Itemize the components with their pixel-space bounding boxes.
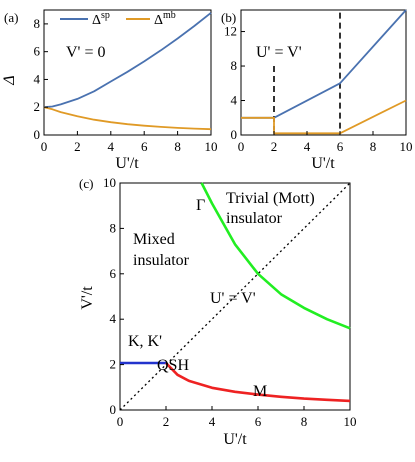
x-tick-label: 0 [238, 139, 245, 154]
x-tick-label: 6 [255, 414, 262, 429]
y-tick-label: 0 [110, 402, 117, 417]
legend-sp-base: Δ [92, 13, 101, 28]
y-tick-label: 0 [34, 127, 41, 142]
curve-label-m: M [253, 383, 267, 400]
y-tick-label: 6 [34, 44, 41, 59]
legend-label-sp: Δsp [92, 10, 110, 28]
panel-b: 0 2 4 6 8 10 0 4 8 12 (b) U'/t U' = V' [221, 9, 413, 172]
x-tick-label: 10 [344, 414, 357, 429]
y-tick-label: 8 [231, 58, 238, 73]
y-tick-label: 4 [110, 311, 117, 326]
panel-c-ticks: 0 2 4 6 8 10 0 2 4 6 8 10 [103, 175, 357, 429]
panel-a-ticks: 0 2 4 6 8 10 0 2 4 6 8 [34, 16, 218, 154]
panel-c: 0 2 4 6 8 10 0 2 4 6 8 10 (c) V'/t U'/t Mixed insul… [79, 175, 357, 448]
x-tick-label: 8 [370, 139, 377, 154]
series-line-1-0 [241, 9, 407, 119]
panel-b-series [241, 9, 407, 135]
series-line-0-0 [43, 12, 212, 109]
y-tick-label: 6 [110, 266, 117, 281]
legend-sp-sup: sp [101, 10, 110, 21]
x-tick-label: 4 [304, 139, 311, 154]
panel-a-xlabel: U'/t [115, 155, 139, 172]
y-tick-label: 8 [110, 220, 117, 235]
x-tick-label: 4 [209, 414, 216, 429]
y-tick-label: 4 [231, 93, 238, 108]
series-line-0-1 [43, 106, 212, 131]
region-trivial-line1: Trivial (Mott) [226, 190, 315, 207]
region-mixed-line2: insulator [133, 252, 190, 269]
y-tick-label: 2 [34, 99, 41, 114]
panel-b-annotation: U' = V' [256, 44, 302, 61]
x-tick-label: 0 [117, 414, 124, 429]
y-tick-label: 8 [34, 16, 41, 31]
x-tick-label: 6 [337, 139, 344, 154]
y-tick-label: 12 [224, 24, 237, 39]
x-tick-label: 4 [108, 139, 115, 154]
x-tick-label: 2 [271, 139, 278, 154]
series-line-1-1 [241, 99, 407, 135]
panel-b-label: (b) [221, 10, 236, 25]
x-tick-label: 8 [301, 414, 308, 429]
panel-a-series [43, 12, 212, 131]
region-trivial-line2: insulator [226, 210, 283, 227]
curve-label-gamma: Γ [196, 197, 205, 214]
panel-b-xlabel: U'/t [311, 155, 335, 172]
panel-a-legend: Δsp Δmb [60, 10, 176, 28]
legend-mb-base: Δ [154, 13, 163, 28]
x-tick-label: 10 [400, 139, 413, 154]
region-qsh: QSH [157, 357, 189, 374]
x-tick-label: 0 [41, 139, 48, 154]
series-line-2-2 [165, 362, 351, 403]
panel-a-label: (a) [4, 10, 18, 25]
y-tick-label: 0 [231, 127, 238, 142]
panel-a: 0 2 4 6 8 10 0 2 4 6 8 (a) Δ U'/t V' = 0 Δsp Δmb [1, 9, 218, 172]
panel-c-diagonal-label: U' = V' [210, 290, 256, 307]
panel-b-frame [240, 9, 407, 136]
x-tick-label: 10 [205, 139, 218, 154]
panel-a-ylabel: Δ [1, 75, 18, 85]
panel-a-frame [43, 9, 212, 136]
panel-c-frame [119, 182, 351, 411]
panel-a-annotation: V' = 0 [66, 44, 105, 61]
x-tick-label: 2 [163, 414, 170, 429]
x-tick-label: 6 [141, 139, 148, 154]
panel-c-xlabel: U'/t [223, 431, 247, 448]
series-line-2-3 [119, 182, 351, 411]
region-mixed-line1: Mixed [133, 231, 175, 248]
x-tick-label: 2 [74, 139, 81, 154]
y-tick-label: 2 [110, 357, 117, 372]
x-tick-label: 8 [174, 139, 181, 154]
legend-label-mb: Δmb [154, 10, 176, 28]
panel-c-ylabel: V'/t [79, 286, 96, 310]
series-line-2-0 [200, 182, 351, 330]
panel-c-series [119, 182, 351, 411]
panel-b-ticks: 0 2 4 6 8 10 0 4 8 12 [224, 24, 413, 154]
y-tick-label: 4 [34, 71, 41, 86]
panel-c-label: (c) [79, 176, 93, 191]
y-tick-label: 10 [103, 175, 116, 190]
curve-label-k: K, K' [128, 333, 162, 350]
legend-mb-sup: mb [163, 10, 176, 21]
